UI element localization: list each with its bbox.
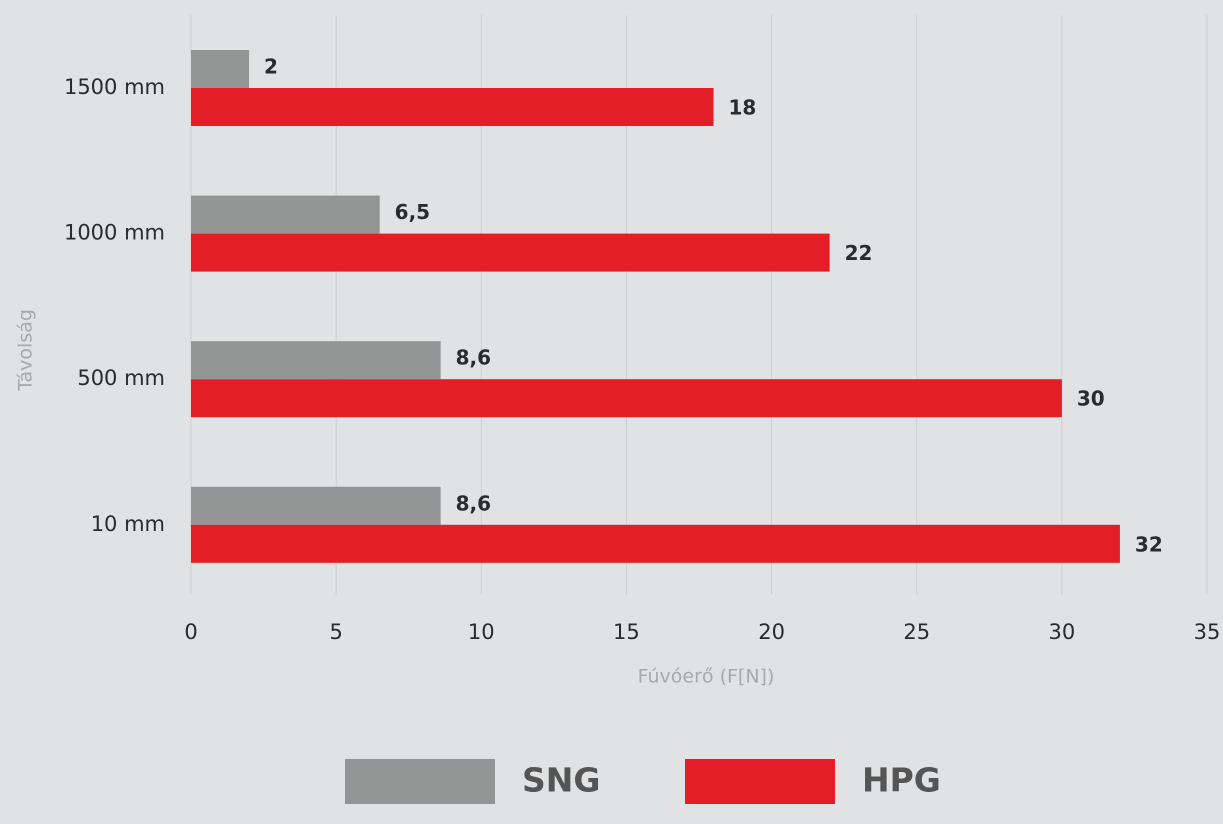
x-tick-label: 30 [1048, 620, 1075, 644]
bar [191, 524, 1120, 563]
x-tick-label: 15 [613, 620, 640, 644]
value-label: 8,6 [456, 491, 491, 515]
value-label: 22 [845, 241, 873, 265]
legend-swatch [345, 759, 495, 804]
value-label: 18 [729, 96, 757, 120]
bar [191, 88, 714, 126]
value-label: 2 [264, 55, 278, 79]
y-axis-title: Távolság [15, 309, 37, 392]
y-tick-label: 10 mm [91, 512, 165, 536]
legend-swatch [685, 759, 835, 804]
legend-label: SNG [522, 761, 600, 800]
bar [191, 341, 441, 380]
legend-label: HPG [862, 761, 941, 800]
value-label: 32 [1135, 532, 1163, 556]
x-axis-title: Fúvóerő (F[N]) [638, 666, 775, 688]
value-label: 30 [1077, 387, 1105, 411]
x-tick-label: 20 [758, 620, 785, 644]
bar [191, 379, 1062, 418]
x-tick-label: 35 [1194, 620, 1221, 644]
bar [191, 486, 441, 525]
bar [191, 233, 830, 272]
y-tick-label: 1000 mm [64, 221, 165, 245]
value-label: 8,6 [456, 346, 491, 370]
x-tick-label: 5 [329, 620, 342, 644]
y-tick-label: 500 mm [77, 366, 165, 390]
x-tick-label: 25 [903, 620, 930, 644]
bar [191, 50, 250, 88]
bar [191, 195, 380, 234]
x-tick-label: 0 [184, 620, 197, 644]
y-tick-label: 1500 mm [64, 75, 165, 99]
value-label: 6,5 [395, 200, 430, 224]
x-tick-label: 10 [468, 620, 495, 644]
